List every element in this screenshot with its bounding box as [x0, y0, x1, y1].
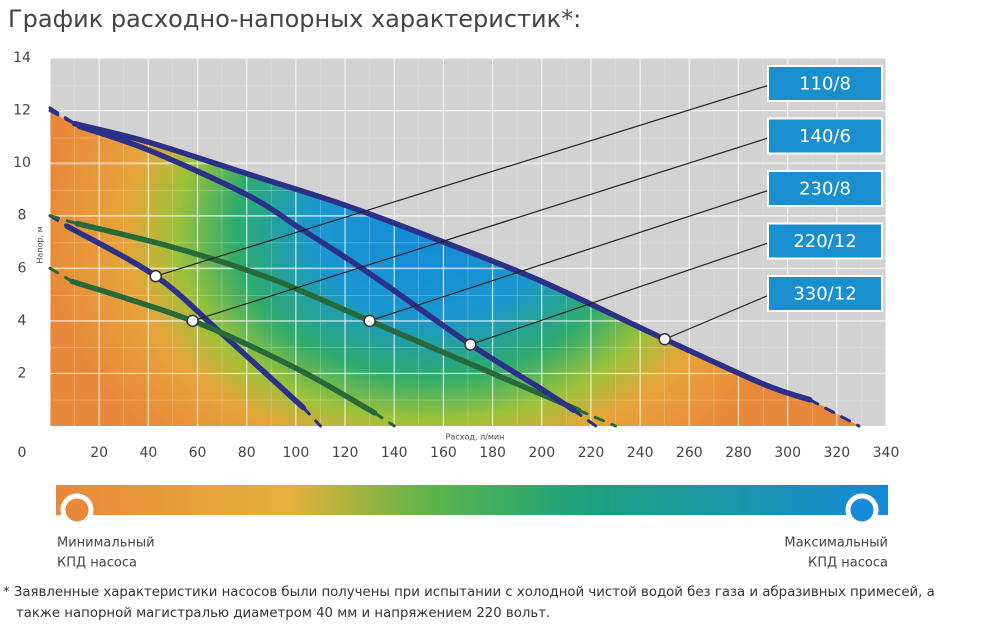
- x-tick-label: 80: [238, 445, 256, 461]
- x-tick-label: 40: [139, 445, 157, 461]
- x-tick-label: 140: [381, 445, 408, 461]
- max-efficiency-dot: [845, 493, 879, 527]
- legend-box: [767, 275, 883, 312]
- max-efficiency-label: КПД насоса: [808, 556, 888, 571]
- min-efficiency-label: Минимальный: [57, 536, 155, 551]
- curve: [74, 220, 582, 413]
- y-tick-label: 8: [18, 208, 27, 224]
- legend-box: [767, 65, 883, 102]
- x-tick-label: 220: [578, 445, 605, 461]
- x-tick-label: 340: [873, 445, 900, 461]
- x-tick-label: 100: [283, 445, 310, 461]
- curve-dashed: [572, 408, 598, 428]
- x-tick-label: 60: [189, 445, 207, 461]
- leader-line: [155, 84, 769, 277]
- max-efficiency-label: Максимальный: [784, 536, 888, 551]
- curve-marker: [363, 314, 376, 328]
- y-tick-label: 14: [13, 50, 31, 66]
- x-tick-label: 300: [774, 445, 801, 461]
- leader-line: [192, 137, 769, 322]
- x-tick-label: 20: [90, 445, 108, 461]
- curve-dashed: [808, 398, 861, 428]
- legend-box: [767, 170, 883, 207]
- footnote: также напорной магистралью диаметром 40 …: [16, 606, 550, 621]
- y-axis-label: Напор, м: [36, 226, 45, 263]
- x-tick-label: 280: [725, 445, 752, 461]
- legend-label: 110/8: [799, 74, 851, 95]
- curve: [64, 223, 307, 411]
- curve-marker: [149, 269, 162, 283]
- y-tick-label: 2: [18, 365, 27, 381]
- chart-title: График расходно-напорных характеристик*:: [8, 5, 581, 33]
- leader-line: [664, 294, 769, 340]
- curve-dashed: [577, 408, 618, 428]
- x-tick-label: 0: [18, 445, 27, 461]
- y-tick-label: 4: [18, 313, 27, 329]
- x-tick-label: 200: [528, 445, 555, 461]
- y-tick-label: 12: [13, 103, 31, 119]
- leader-line: [369, 189, 769, 322]
- legend-label: 220/12: [793, 231, 856, 252]
- x-axis-label: Расход, л/мин: [446, 433, 505, 442]
- efficiency-bar: [56, 485, 888, 515]
- curve-marker: [658, 333, 671, 346]
- curve: [71, 120, 813, 403]
- x-tick-label: 260: [676, 445, 703, 461]
- curve-dashed: [301, 406, 322, 428]
- curve-marker: [464, 338, 477, 351]
- y-tick-label: 6: [18, 260, 27, 276]
- x-tick-label: 320: [823, 445, 850, 461]
- legend-label: 230/8: [799, 179, 851, 200]
- curve-dashed: [373, 411, 396, 428]
- x-tick-label: 240: [627, 445, 654, 461]
- min-efficiency-dot: [60, 493, 94, 527]
- minor-grid: [50, 58, 886, 426]
- y-tick-label: 10: [13, 155, 31, 171]
- legend-label: 330/12: [793, 284, 856, 305]
- leader-line: [470, 242, 769, 346]
- curve-marker: [186, 314, 199, 328]
- legend-box: [767, 222, 883, 260]
- curve: [69, 278, 378, 416]
- min-efficiency-label: КПД насоса: [57, 556, 137, 571]
- footnote: * Заявленные характеристики насосов были…: [3, 584, 935, 600]
- x-tick-label: 180: [479, 445, 506, 461]
- x-tick-label: 160: [430, 445, 457, 461]
- legend-label: 140/6: [799, 126, 851, 147]
- x-tick-label: 120: [332, 445, 359, 461]
- legend-box: [767, 117, 883, 155]
- curve: [76, 123, 577, 413]
